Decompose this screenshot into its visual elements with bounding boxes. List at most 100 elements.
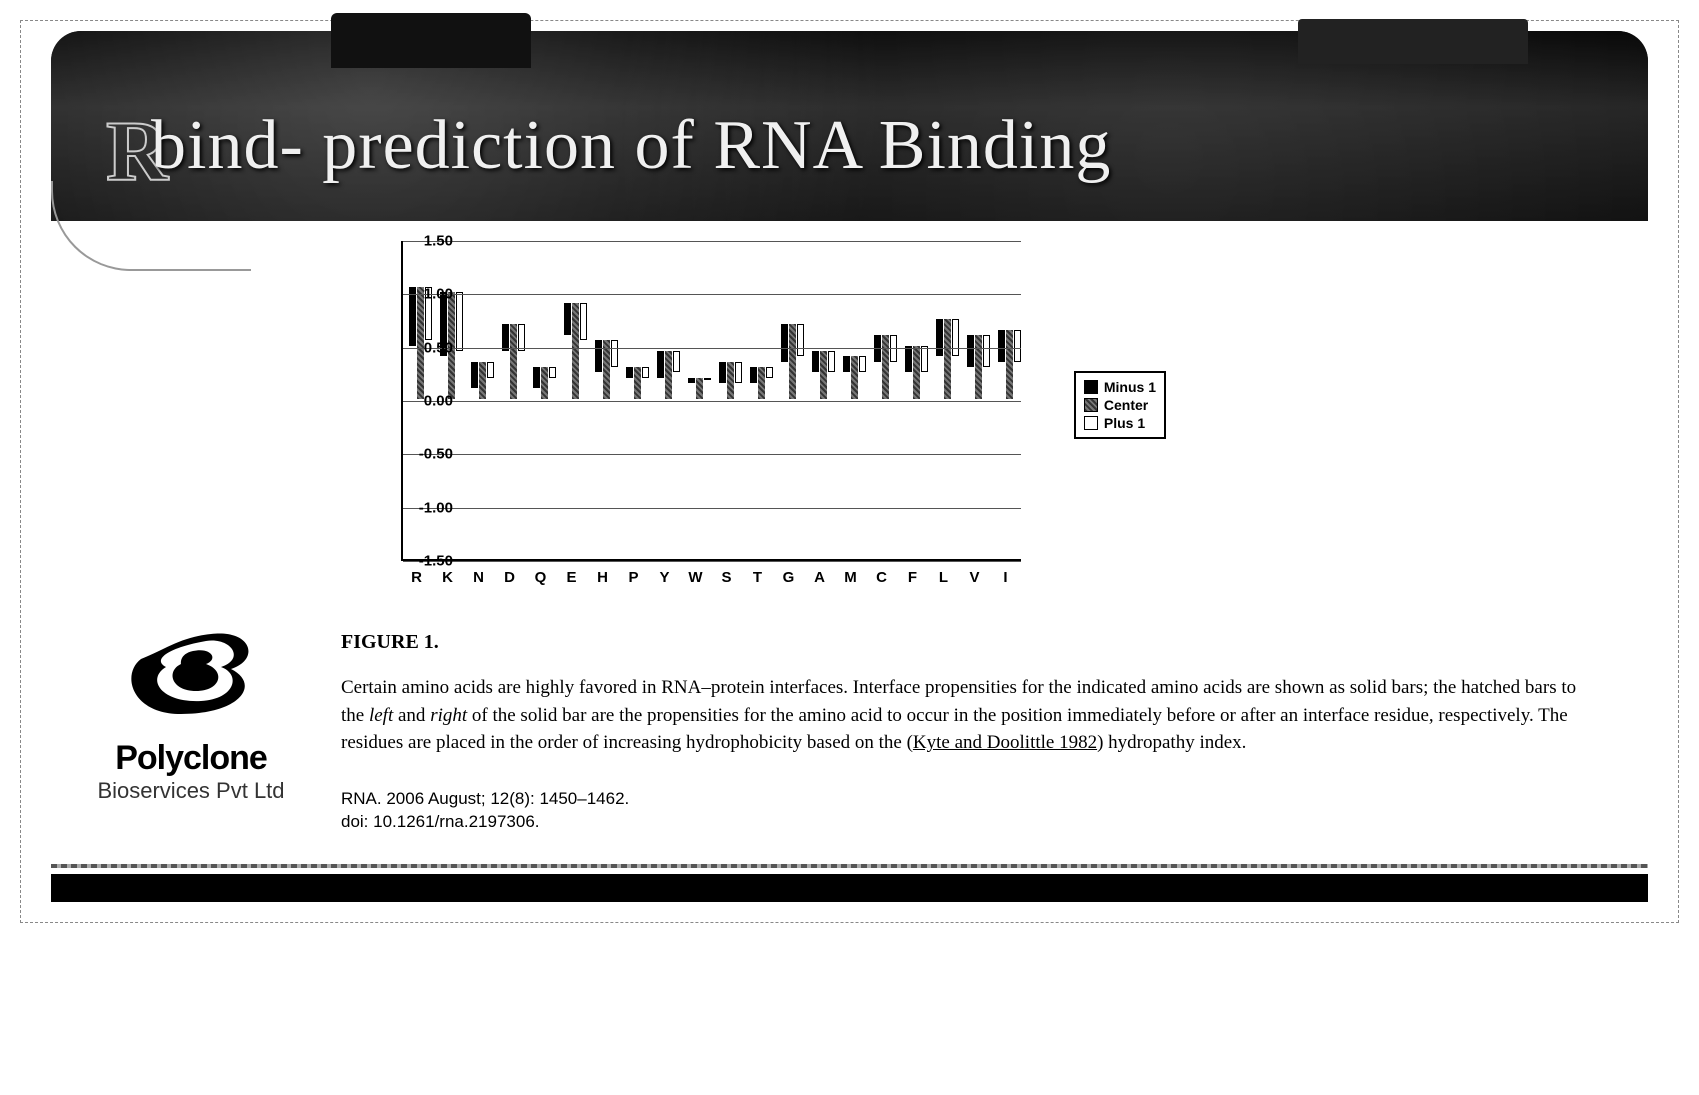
page-frame: R bind- prediction of RNA Binding Polycl… (20, 20, 1679, 923)
bar-center (696, 378, 703, 399)
legend-swatch-minus (1084, 380, 1098, 394)
citation-line2: doi: 10.1261/rna.2197306. (341, 810, 1648, 834)
bar-group (529, 367, 560, 399)
caption-link[interactable]: Kyte and Doolittle 1982 (913, 732, 1097, 753)
bar-center (820, 351, 827, 399)
x-tick-label: V (959, 569, 990, 586)
figure-label: FIGURE 1. (341, 631, 1648, 654)
legend-label-minus: Minus 1 (1104, 379, 1156, 395)
bar-plus (983, 335, 990, 367)
bar-center (665, 351, 672, 399)
x-tick-label: G (773, 569, 804, 586)
x-tick-label: R (401, 569, 432, 586)
bar-plus (828, 351, 835, 372)
bar-minus (564, 303, 571, 335)
bar-plus (549, 367, 556, 378)
x-tick-label: F (897, 569, 928, 586)
caption-left-ital: left (369, 705, 393, 726)
caption-right-ital: right (430, 705, 467, 726)
bars-layer (403, 241, 1021, 559)
citation: RNA. 2006 August; 12(8): 1450–1462. doi:… (341, 787, 1648, 835)
grid-line (403, 241, 1021, 242)
x-tick-label: Y (649, 569, 680, 586)
bar-group (715, 362, 746, 399)
x-tick-label: S (711, 569, 742, 586)
bar-plus (580, 303, 587, 340)
bar-group (653, 351, 684, 399)
bar-minus (409, 287, 416, 346)
bar-plus (952, 319, 959, 356)
bar-minus (936, 319, 943, 356)
y-tick-label: 1.50 (424, 233, 453, 250)
grid-line (403, 294, 1021, 295)
header-title: bind- prediction of RNA Binding (151, 106, 1111, 186)
bar-center (789, 324, 796, 399)
x-tick-label: P (618, 569, 649, 586)
bar-minus (533, 367, 540, 388)
legend-label-plus: Plus 1 (1104, 415, 1145, 431)
footer-divider-thick (51, 874, 1648, 902)
figure-caption: Certain amino acids are highly favored i… (341, 674, 1588, 757)
bar-plus (859, 356, 866, 372)
caption-post2: ) hydropathy index. (1097, 732, 1246, 753)
bar-center (758, 367, 765, 399)
bar-center (913, 346, 920, 399)
bar-plus (456, 292, 463, 351)
bar-center (851, 356, 858, 399)
bar-minus (719, 362, 726, 383)
x-tick-label: N (463, 569, 494, 586)
bar-minus (595, 340, 602, 372)
grid-line (403, 561, 1021, 562)
y-tick-label: 0.00 (424, 393, 453, 410)
bar-plus (704, 378, 711, 380)
bar-center (603, 340, 610, 399)
plot-area: Minus 1 Center Plus 1 (401, 241, 1021, 561)
right-column: Minus 1 Center Plus 1 RKNDQEHPYWSTGAMCFL… (331, 221, 1648, 834)
company-logo-icon (111, 619, 271, 729)
bar-group (684, 378, 715, 399)
x-tick-label: T (742, 569, 773, 586)
bar-minus (626, 367, 633, 378)
bar-plus (487, 362, 494, 378)
x-tick-label: C (866, 569, 897, 586)
bar-center (944, 319, 951, 399)
bar-minus (657, 351, 664, 378)
bar-center (975, 335, 982, 399)
bar-plus (766, 367, 773, 378)
bar-plus (611, 340, 618, 367)
bar-group (746, 367, 777, 399)
bar-group (994, 330, 1025, 399)
left-column: Polyclone Bioservices Pvt Ltd (51, 221, 331, 834)
header-banner: R bind- prediction of RNA Binding (51, 31, 1648, 221)
x-tick-label: M (835, 569, 866, 586)
header-tab-decor (331, 13, 531, 68)
x-tick-label: L (928, 569, 959, 586)
legend-swatch-center (1084, 398, 1098, 412)
bar-group (808, 351, 839, 399)
x-tick-label: K (432, 569, 463, 586)
grid-line (403, 401, 1021, 402)
footer-divider-thin (51, 864, 1648, 868)
bar-minus (812, 351, 819, 372)
bar-group (467, 362, 498, 399)
footer-bars (51, 864, 1648, 902)
bar-center (1006, 330, 1013, 399)
y-tick-label: -1.50 (419, 553, 453, 570)
bar-group (777, 324, 808, 399)
propensity-chart: Minus 1 Center Plus 1 RKNDQEHPYWSTGAMCFL… (341, 231, 1081, 601)
content-row: Polyclone Bioservices Pvt Ltd Minus 1 Ce… (21, 221, 1678, 854)
legend-swatch-plus (1084, 416, 1098, 430)
bar-plus (797, 324, 804, 356)
bar-plus (1014, 330, 1021, 362)
bar-center (882, 335, 889, 399)
bar-group (560, 303, 591, 399)
bar-center (634, 367, 641, 399)
bar-group (901, 346, 932, 399)
y-tick-label: -1.00 (419, 499, 453, 516)
grid-line (403, 508, 1021, 509)
bar-minus (843, 356, 850, 372)
citation-line1: RNA. 2006 August; 12(8): 1450–1462. (341, 787, 1648, 811)
y-tick-label: 0.50 (424, 339, 453, 356)
bar-group (870, 335, 901, 399)
legend-label-center: Center (1104, 397, 1148, 413)
